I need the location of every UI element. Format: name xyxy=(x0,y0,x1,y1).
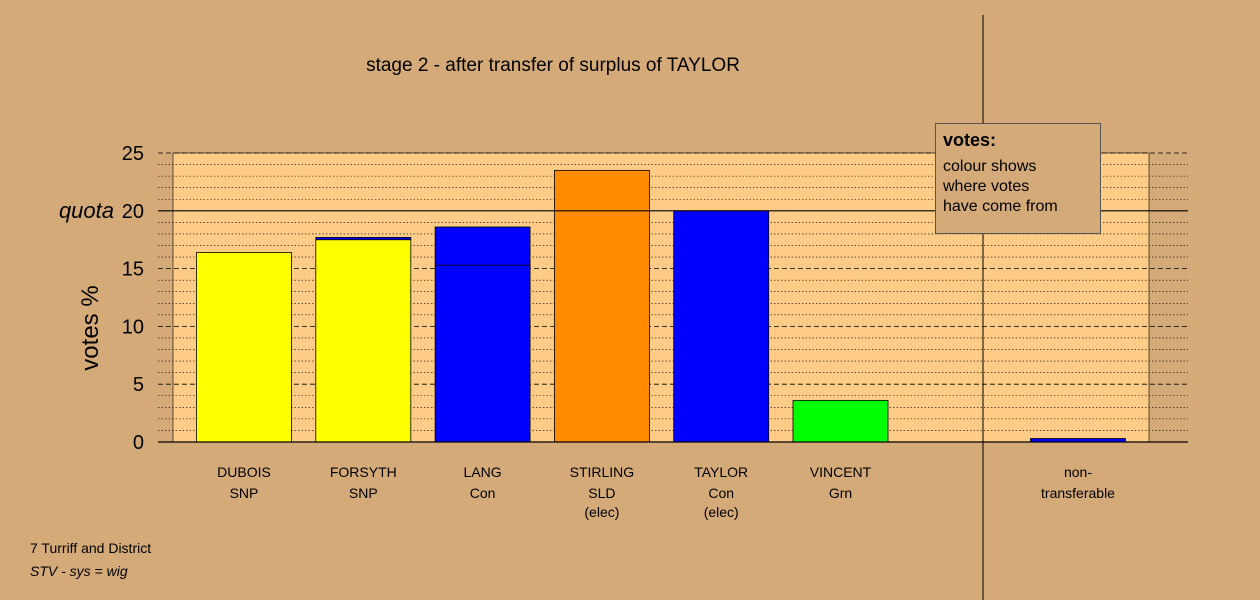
y-tick-label: 15 xyxy=(122,259,144,281)
category-label: DUBOIS xyxy=(217,464,271,480)
legend-line-3: have come from xyxy=(943,198,1058,215)
bar-segment xyxy=(196,252,292,443)
category-party-label: SLD xyxy=(588,485,615,501)
legend: votes: colour shows where votes have com… xyxy=(935,123,1101,234)
bar-segment xyxy=(315,239,412,443)
y-tick-label: 0 xyxy=(133,432,144,454)
quota-label: quota xyxy=(59,198,114,223)
category-label: FORSYTH xyxy=(330,464,397,480)
bar-segment xyxy=(673,210,770,443)
category-status-label: (elec) xyxy=(704,504,739,520)
bar-segment xyxy=(434,264,531,443)
legend-title: votes: xyxy=(943,130,997,150)
footer-constituency: 7 Turriff and District xyxy=(30,540,152,556)
category-party-label: transferable xyxy=(1041,485,1115,501)
category-label: TAYLOR xyxy=(694,464,748,480)
footer-system: STV - sys = wig xyxy=(30,563,128,579)
category-party-label: Con xyxy=(470,485,496,501)
category-party-label: SNP xyxy=(230,485,259,501)
legend-line-2: where votes xyxy=(943,178,1030,195)
bar-segment xyxy=(434,226,531,266)
y-tick-label: 5 xyxy=(133,374,144,396)
bar-segment xyxy=(315,236,412,241)
category-party-label: SNP xyxy=(349,485,378,501)
category-label: non- xyxy=(1064,464,1092,480)
legend-line-1: colour shows xyxy=(943,158,1037,175)
category-status-label: (elec) xyxy=(584,504,619,520)
y-tick-label: 10 xyxy=(122,316,144,338)
category-label: VINCENT xyxy=(810,464,872,480)
chart-title: stage 2 - after transfer of surplus of T… xyxy=(366,55,740,76)
bar-segment xyxy=(554,169,650,443)
category-party-label: Grn xyxy=(829,485,852,501)
category-label: STIRLING xyxy=(570,464,635,480)
y-tick-label: 25 xyxy=(122,143,144,165)
y-axis-label: votes % xyxy=(77,285,104,370)
y-tick-label: 20 xyxy=(122,201,144,223)
category-label: LANG xyxy=(464,464,502,480)
category-party-label: Con xyxy=(708,485,734,501)
bar-segment xyxy=(792,399,889,443)
